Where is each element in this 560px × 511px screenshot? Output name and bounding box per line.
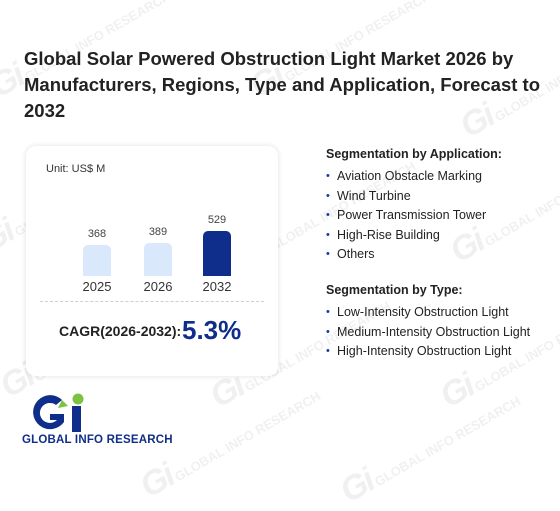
- list-item: • Power Transmission Tower: [326, 208, 487, 222]
- list-item: • Low-Intensity Obstruction Light: [326, 305, 509, 319]
- brand-name: GLOBAL INFO RESEARCH: [22, 434, 173, 446]
- chart-unit-label: Unit: US$ M: [46, 163, 106, 175]
- market-size-chart-card: Unit: US$ M 368 2025 389 2026 529 2032 CAGR(2…: [26, 146, 278, 376]
- list-item: • Aviation Obstacle Marking: [326, 169, 482, 183]
- bar-value-label: 389: [148, 225, 168, 238]
- x-tick-label: 2026: [143, 279, 173, 294]
- list-item: • High-Rise Building: [326, 227, 440, 242]
- segmentation-application-title: Segmentation by Application:: [326, 147, 502, 161]
- gi-logo-icon: [33, 393, 84, 432]
- segmentation-application: Segmentation by Application: • Aviation O…: [326, 147, 556, 265]
- list-item: • Others: [326, 247, 375, 261]
- watermark: GiGLOBAL INFO RESEARCH: [333, 393, 524, 511]
- x-tick-label: 2025: [82, 279, 112, 294]
- list-item: • High-Intensity Obstruction Light: [326, 344, 512, 358]
- list-item: • Medium-Intensity Obstruction Light: [326, 324, 531, 339]
- list-item: • Wind Turbine: [326, 188, 411, 203]
- segmentation-type-title: Segmentation by Type:: [326, 283, 463, 297]
- bar-value-label: 529: [207, 214, 227, 226]
- bar-value-label: 368: [87, 227, 107, 240]
- bar-2032: [203, 231, 231, 276]
- brand-logo: GLOBAL INFO RESEARCH: [22, 392, 192, 452]
- bar-2025: [83, 244, 111, 276]
- segmentation-type: Segmentation by Type: • Low-Intensity Obs…: [326, 283, 556, 362]
- page-title: Global Solar Powered Obstruction Light M…: [24, 48, 541, 121]
- cagr-value: 5.3%: [182, 315, 242, 345]
- chart-divider: [40, 301, 264, 302]
- bar-2026: [144, 242, 172, 276]
- cagr-label: CAGR(2026-2032):: [59, 323, 182, 339]
- x-tick-label: 2032: [202, 279, 232, 294]
